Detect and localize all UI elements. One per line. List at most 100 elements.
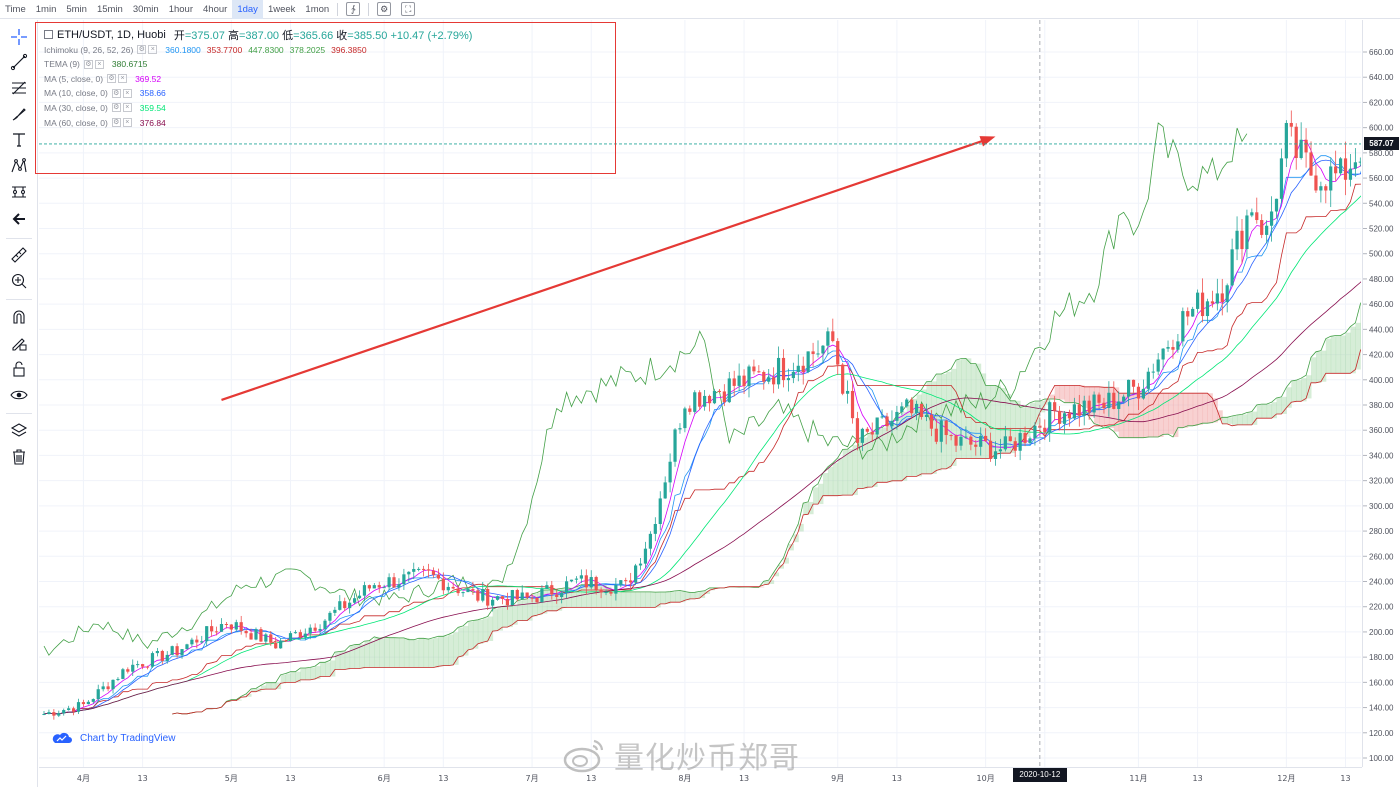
candle bbox=[1067, 409, 1072, 427]
indicator-settings-icon[interactable]: ⚙ bbox=[111, 103, 121, 113]
cloud-segment bbox=[1005, 393, 1011, 454]
text-tool-icon[interactable] bbox=[8, 129, 30, 151]
cloud-segment bbox=[625, 591, 632, 608]
pattern-icon[interactable] bbox=[8, 155, 30, 177]
trend-arrow-line[interactable] bbox=[221, 138, 986, 401]
indicator-legend-row[interactable]: Ichimoku (9, 26, 52, 26) ⚙ × 360.1800 353.77… bbox=[44, 43, 367, 56]
magnet-icon[interactable] bbox=[8, 306, 30, 328]
cloud-segment bbox=[956, 360, 962, 459]
indicator-name: MA (5, close, 0) bbox=[44, 73, 104, 84]
candle bbox=[303, 628, 307, 641]
timeframe-15min[interactable]: 15min bbox=[96, 3, 123, 15]
indicator-settings-icon[interactable]: ⚙ bbox=[111, 118, 121, 127]
cloud-segment bbox=[428, 639, 434, 668]
timeframe-1day[interactable]: 1day bbox=[232, 0, 263, 19]
indicator-settings-icon[interactable]: ⚙ bbox=[83, 59, 93, 69]
candle bbox=[648, 531, 652, 556]
fib-retracement-icon[interactable] bbox=[8, 77, 30, 99]
lock-drawings-icon[interactable] bbox=[8, 332, 30, 354]
collapse-legend-icon[interactable] bbox=[44, 30, 53, 39]
indicator-legend-row[interactable]: MA (30, close, 0) ⚙ × 359.54 bbox=[44, 101, 166, 114]
indicator-settings-icon[interactable]: ⚙ bbox=[111, 88, 121, 98]
candle bbox=[224, 621, 229, 629]
candle bbox=[491, 596, 495, 612]
indicator-remove-icon[interactable]: × bbox=[122, 103, 132, 113]
timeframe-30min[interactable]: 30min bbox=[132, 3, 159, 15]
timeframe-1min[interactable]: 1min bbox=[35, 3, 57, 15]
candle bbox=[1225, 283, 1229, 313]
candle bbox=[219, 618, 224, 632]
back-arrow-icon[interactable] bbox=[8, 208, 30, 230]
layers-icon[interactable] bbox=[8, 420, 30, 442]
cloud-segment bbox=[1296, 380, 1302, 402]
timeframe-time[interactable]: Time bbox=[5, 3, 26, 15]
cloud-segment bbox=[1266, 404, 1273, 419]
indicator-legend-row[interactable]: MA (5, close, 0) ⚙ × 369.52 bbox=[44, 72, 161, 85]
candle bbox=[707, 394, 712, 412]
cloud-segment bbox=[946, 371, 952, 469]
price-tick-label: 400.00 bbox=[1369, 376, 1394, 385]
timeframe-5min[interactable]: 5min bbox=[66, 3, 87, 15]
indicator-settings-icon[interactable]: ⚙ bbox=[107, 74, 117, 84]
price-tick-label: 500.00 bbox=[1369, 250, 1394, 259]
cloud-segment bbox=[1069, 385, 1075, 403]
chart-pane[interactable] bbox=[39, 20, 1361, 767]
cloud-segment bbox=[862, 437, 868, 489]
timeframe-1mon[interactable]: 1mon bbox=[305, 3, 330, 15]
candle bbox=[890, 410, 894, 433]
indicator-remove-icon[interactable]: × bbox=[122, 88, 132, 98]
candle bbox=[915, 400, 919, 421]
indicator-remove-icon[interactable]: × bbox=[148, 45, 158, 54]
candle bbox=[200, 635, 204, 644]
cloud-segment bbox=[822, 473, 829, 496]
indicator-remove-icon[interactable]: × bbox=[94, 59, 104, 69]
tradingview-badge[interactable]: Chart by TradingView bbox=[52, 732, 175, 744]
candle bbox=[205, 626, 209, 647]
indicator-legend-row[interactable]: MA (60, close, 0) ⚙ × 376.84 bbox=[44, 116, 166, 129]
eye-icon[interactable] bbox=[8, 384, 30, 406]
prediction-icon[interactable] bbox=[8, 181, 30, 203]
brush-icon[interactable] bbox=[8, 103, 30, 125]
cloud-segment bbox=[467, 621, 474, 651]
unlock-icon[interactable] bbox=[8, 358, 30, 380]
indicator-settings-icon[interactable]: ⚙ bbox=[137, 45, 147, 54]
price-chart[interactable] bbox=[39, 20, 1361, 767]
timeframe-1week[interactable]: 1week bbox=[267, 3, 296, 15]
crosshair-icon[interactable] bbox=[8, 26, 30, 48]
candle bbox=[1013, 437, 1017, 458]
candle bbox=[323, 619, 327, 634]
candle bbox=[313, 623, 317, 634]
trend-arrow-head[interactable] bbox=[979, 136, 996, 147]
timeframe-1hour[interactable]: 1hour bbox=[168, 3, 194, 15]
candle bbox=[1260, 214, 1264, 239]
candle bbox=[1338, 157, 1343, 176]
candle bbox=[422, 565, 426, 577]
candle bbox=[929, 410, 933, 437]
crosshair-date-label: 2020-10-12 bbox=[1012, 768, 1067, 782]
cloud-segment bbox=[606, 586, 612, 608]
zoom-in-icon[interactable] bbox=[8, 270, 30, 292]
cloud-segment bbox=[300, 667, 306, 680]
trash-icon[interactable] bbox=[8, 446, 30, 468]
cloud-segment bbox=[226, 701, 232, 703]
low-label: 低 bbox=[282, 29, 294, 42]
candle bbox=[1072, 397, 1076, 420]
price-axis[interactable]: 660.00 640.00 620.00 600.00 580.00 560.00 540.… bbox=[1362, 20, 1400, 767]
candle bbox=[1176, 334, 1180, 353]
cloud-segment bbox=[684, 591, 691, 601]
cloud-segment bbox=[354, 644, 361, 669]
cloud-segment bbox=[1168, 393, 1174, 435]
settings-icon[interactable]: ⚙ bbox=[377, 2, 392, 16]
trend-line-icon[interactable] bbox=[8, 51, 30, 73]
indicator-remove-icon[interactable]: × bbox=[122, 118, 132, 127]
candle bbox=[76, 698, 81, 714]
ruler-icon[interactable] bbox=[8, 244, 30, 266]
timeframe-4hour[interactable]: 4hour bbox=[203, 3, 228, 15]
candle bbox=[67, 705, 71, 711]
indicator-legend-row[interactable]: MA (10, close, 0) ⚙ × 358.66 bbox=[44, 87, 166, 100]
indicators-icon[interactable]: ∱ bbox=[346, 2, 361, 16]
indicator-remove-icon[interactable]: × bbox=[118, 74, 128, 84]
fullscreen-icon[interactable]: ⛶ bbox=[401, 2, 416, 16]
indicator-legend-row[interactable]: TEMA (9) ⚙ × 380.6715 bbox=[44, 58, 147, 71]
candle bbox=[855, 411, 860, 451]
